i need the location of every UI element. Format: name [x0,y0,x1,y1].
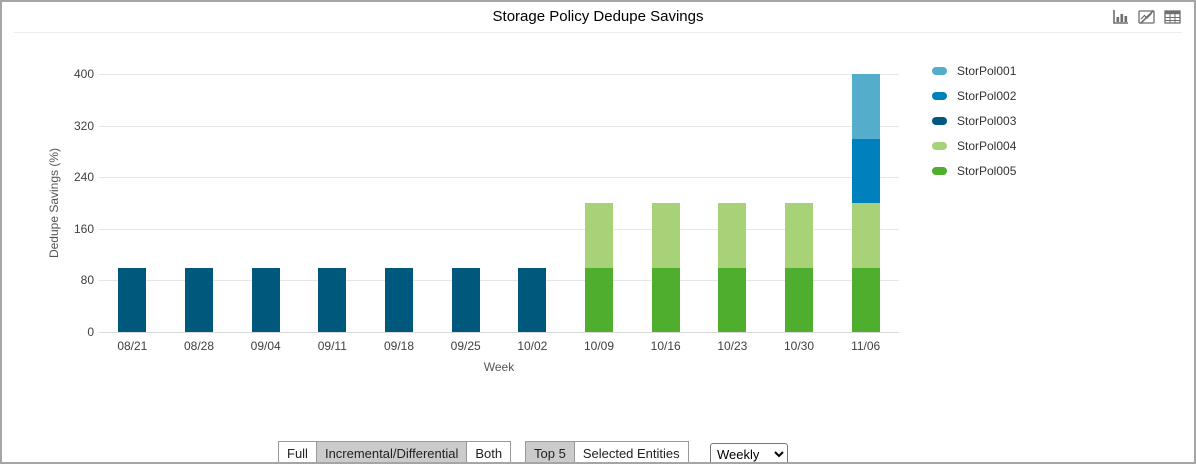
entity-selected-entities-button[interactable]: Selected Entities [573,441,689,462]
entity-toggle-group: Top 5 Selected Entities [525,441,689,462]
y-axis-tick-label: 160 [73,221,94,236]
bar-segment-storpol003-09-11[interactable] [318,267,347,332]
backup-type-incremental-differential-button[interactable]: Incremental/Differential [315,441,468,462]
legend-item-storpol003[interactable]: StorPol003 [932,114,1016,128]
bar-segment-storpol004-10-30[interactable] [785,203,813,268]
bar-segment-storpol002-11-06[interactable] [851,138,880,203]
bar-segment-storpol004-10-09[interactable] [585,203,613,268]
x-axis-tick-label: 09/18 [383,339,415,353]
y-axis-tick-label: 240 [73,170,94,185]
x-axis-tick-label: 09/11 [317,339,347,353]
frequency-select[interactable]: Weekly [710,443,788,462]
chart-controls: Full Incremental/Differential Both Top 5 Se… [2,441,1194,462]
gridline [99,177,899,179]
bar-segment-storpol001-11-06[interactable] [851,74,880,139]
legend-marker [932,167,947,175]
bar-segment-storpol003-09-04[interactable] [251,267,280,332]
legend-item-storpol002[interactable]: StorPol002 [932,89,1016,103]
backup-type-toggle-group: Full Incremental/Differential Both [278,441,512,462]
entity-top-5-button[interactable]: Top 5 [525,441,575,462]
x-axis-tick-label: 10/23 [717,339,748,353]
legend-marker [932,92,947,100]
x-axis-tick-label: 09/25 [450,339,481,353]
x-axis-tick-label: 10/02 [517,339,548,353]
table-view-icon[interactable] [1164,9,1181,25]
dedupe-savings-chart: Dedupe Savings (%) 0 80 160 240 320 400 08/21 0… [2,33,1194,413]
bar-segment-storpol003-08-21[interactable] [118,267,147,332]
legend-marker [932,67,947,75]
legend-label: StorPol002 [957,89,1017,103]
y-axis-tick-label: 0 [87,325,94,339]
y-axis-tick-label: 320 [73,118,94,133]
chart-edit-icon[interactable] [1138,9,1155,25]
bar-segment-storpol004-11-06[interactable] [851,203,880,268]
gridline [99,125,899,127]
bar-segment-storpol003-08-28[interactable] [185,267,213,332]
bar-segment-storpol003-09-18[interactable] [385,267,413,332]
chart-legend: StorPol001 StorPol002 StorPol003 StorPol004… [932,64,1016,189]
bar-segment-storpol005-11-06[interactable] [851,267,880,332]
gridline [99,228,899,230]
y-axis-tick-label: 400 [73,67,94,81]
x-axis-tick-label: 10/30 [783,339,815,353]
x-axis-tick-label: 10/16 [650,339,681,353]
chart-header: Storage Policy Dedupe Savings [2,2,1194,32]
bar-segment-storpol004-10-23[interactable] [718,203,747,268]
chart-toolbar [1112,9,1181,25]
header-divider [14,32,1182,33]
backup-type-full-button[interactable]: Full [278,441,317,462]
bar-segment-storpol005-10-16[interactable] [651,267,680,332]
bar-segment-storpol003-10-02[interactable] [518,267,547,332]
x-axis-tick-label: 08/28 [183,339,215,353]
legend-label: StorPol003 [957,114,1017,128]
x-axis-tick-label: 09/04 [250,339,281,353]
x-axis-tick-label: 10/09 [583,339,615,353]
bar-segment-storpol005-10-09[interactable] [585,267,613,332]
legend-item-storpol001[interactable]: StorPol001 [932,64,1016,78]
bar-segment-storpol005-10-23[interactable] [718,267,747,332]
legend-marker [932,117,947,125]
page-title: Storage Policy Dedupe Savings [492,8,704,25]
x-axis-tick-label: 11/06 [851,339,881,353]
bar-segment-storpol003-09-25[interactable] [451,267,480,332]
legend-label: StorPol001 [957,64,1017,78]
legend-item-storpol004[interactable]: StorPol004 [932,139,1016,153]
legend-label: StorPol004 [957,139,1017,153]
x-axis-tick-label: 08/21 [117,339,148,353]
y-axis-title: Dedupe Savings (%) [47,147,61,259]
legend-marker [932,142,947,150]
y-axis-tick-label: 80 [80,273,94,288]
gridline [99,280,899,282]
backup-type-both-button[interactable]: Both [466,441,512,462]
bar-segment-storpol004-10-16[interactable] [651,203,680,268]
bar-segment-storpol005-10-30[interactable] [785,267,813,332]
x-axis-title: Week [483,360,515,374]
gridline [99,332,899,333]
legend-label: StorPol005 [957,164,1017,178]
legend-item-storpol005[interactable]: StorPol005 [932,164,1016,178]
bar-chart-icon[interactable] [1112,9,1129,25]
gridline [99,74,899,75]
